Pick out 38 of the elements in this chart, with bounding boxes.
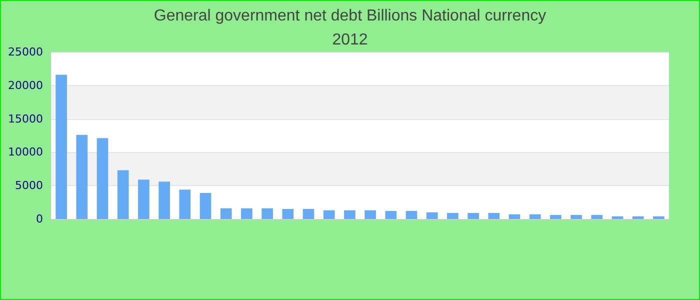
bar — [262, 208, 273, 219]
bar — [385, 210, 397, 219]
bar — [364, 210, 376, 219]
bar — [138, 180, 150, 219]
bar — [179, 190, 191, 219]
chart-title: General government net debt Billions National currency — [154, 8, 546, 24]
bar — [632, 216, 644, 219]
bar — [344, 210, 356, 219]
bar — [406, 210, 418, 219]
bar — [529, 214, 541, 219]
bar — [117, 170, 129, 219]
bar — [488, 212, 500, 219]
bar — [447, 212, 458, 219]
y-tick-label: 0 — [36, 212, 43, 226]
bar — [302, 208, 314, 219]
bar — [158, 182, 170, 219]
bar — [468, 212, 479, 219]
bar — [653, 216, 664, 219]
bar — [241, 208, 252, 219]
bar — [282, 208, 294, 219]
y-tick-label: 10000 — [8, 146, 43, 159]
y-tick-label: 15000 — [8, 112, 43, 126]
bar — [570, 214, 582, 219]
y-tick-label: 20000 — [8, 78, 43, 92]
bar — [56, 74, 67, 219]
bar — [323, 210, 335, 219]
bar — [96, 138, 108, 219]
bar — [220, 208, 232, 219]
bar — [612, 216, 624, 219]
bar — [591, 214, 603, 219]
bar — [508, 214, 520, 219]
y-tick-label: 25000 — [8, 46, 43, 58]
bar — [426, 212, 438, 219]
y-tick-label: 5000 — [15, 179, 43, 192]
bar — [200, 192, 212, 219]
bar — [76, 134, 88, 219]
bar — [550, 214, 562, 219]
chart-subtitle: 2012 — [332, 32, 368, 48]
